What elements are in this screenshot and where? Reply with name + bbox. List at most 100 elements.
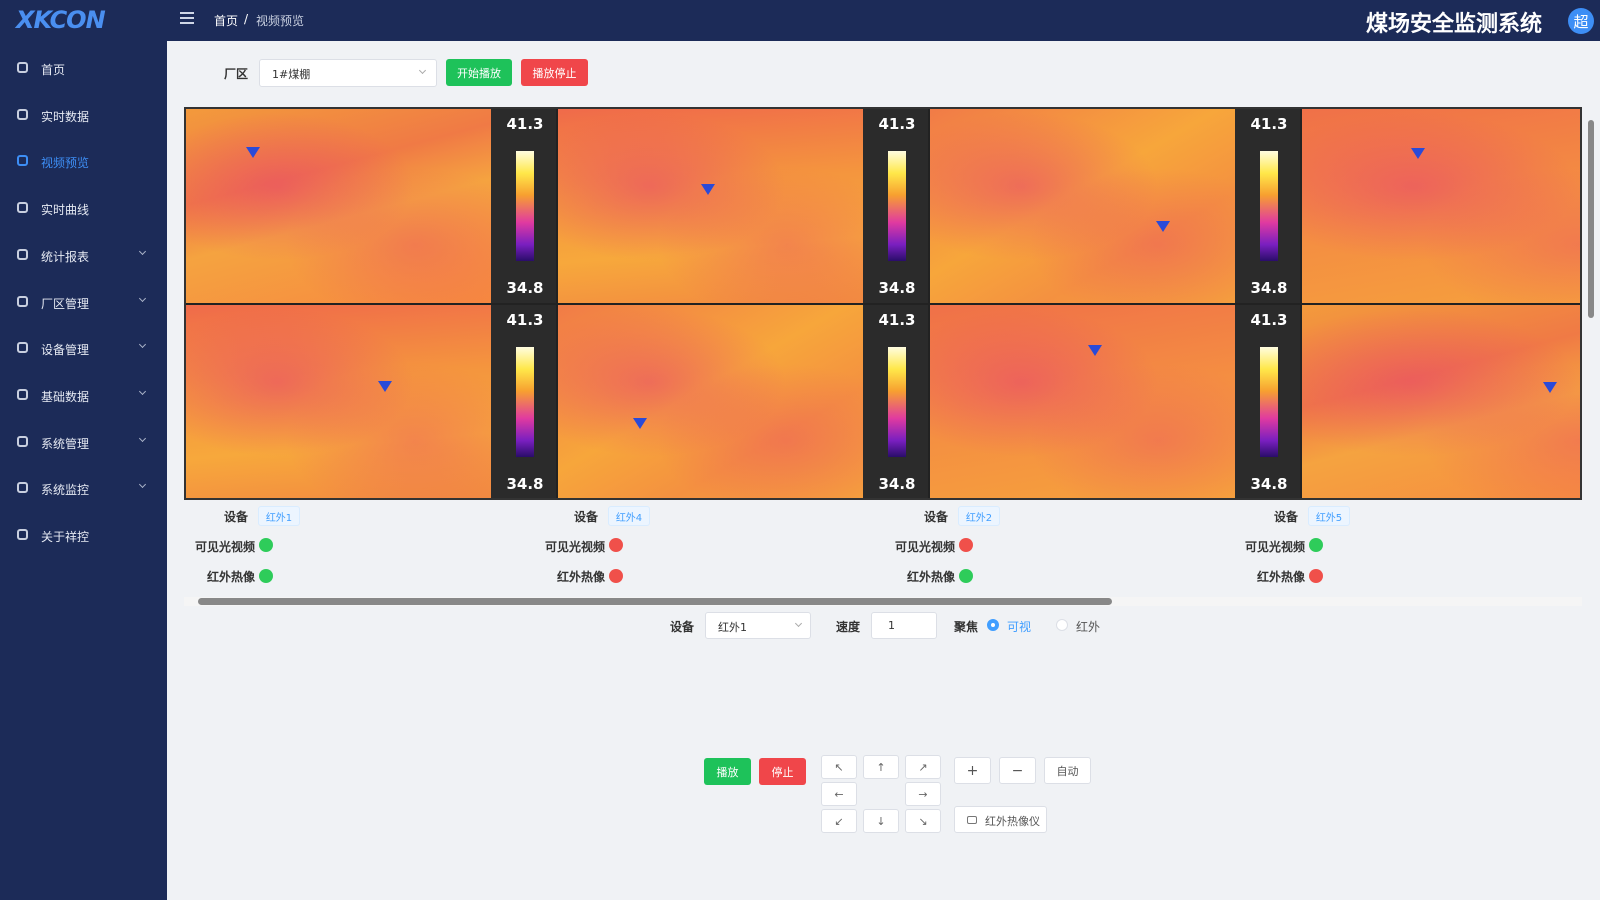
scale-max: 41.3 bbox=[878, 115, 916, 133]
menu-label: 首页 bbox=[41, 63, 66, 77]
scale-max: 41.3 bbox=[506, 311, 544, 329]
device-label: 设备 bbox=[670, 620, 695, 634]
visible-label: 可见光视频 bbox=[894, 540, 955, 554]
visible-status bbox=[609, 538, 623, 552]
radio-label[interactable]: 红外 bbox=[1076, 620, 1101, 634]
color-bar bbox=[516, 151, 534, 261]
area-select[interactable]: 1#煤棚 bbox=[259, 59, 437, 87]
marker bbox=[1411, 148, 1425, 159]
select-arrow bbox=[418, 66, 427, 75]
video-tile[interactable]: 41.3 34.8 bbox=[558, 109, 928, 303]
zoom-out[interactable]: − bbox=[999, 757, 1036, 784]
ptz-button[interactable]: ↙ bbox=[821, 809, 857, 833]
radio[interactable] bbox=[1056, 619, 1068, 631]
video-tile[interactable]: 41.3 34.8 bbox=[186, 109, 556, 303]
speed-input[interactable]: 1 bbox=[871, 612, 937, 639]
focus-label: 聚焦 bbox=[954, 620, 979, 634]
menu-icon bbox=[17, 108, 28, 120]
select-value: 1#煤棚 bbox=[272, 68, 311, 81]
ptz-button[interactable]: ↓ bbox=[863, 809, 899, 833]
marker bbox=[633, 418, 647, 429]
radio[interactable] bbox=[987, 619, 999, 631]
thermal-image bbox=[558, 109, 863, 303]
marker bbox=[1156, 221, 1170, 232]
menu-label: 系统监控 bbox=[41, 483, 90, 498]
select-arrow bbox=[794, 619, 803, 628]
stop-button[interactable]: 停止 bbox=[759, 758, 806, 785]
device-label: 设备 bbox=[223, 510, 248, 524]
video-tile[interactable]: 41.3 34.8 bbox=[930, 109, 1300, 303]
device-tag: 红外5 bbox=[1308, 506, 1350, 526]
marker bbox=[1543, 382, 1557, 393]
menu-toggle-bar bbox=[180, 17, 194, 19]
menu-icon bbox=[17, 482, 28, 494]
thermal-image bbox=[186, 109, 491, 303]
visible-status bbox=[959, 538, 973, 552]
breadcrumb-item: 视频预览 bbox=[256, 14, 305, 28]
menu-label: 厂区管理 bbox=[41, 296, 90, 311]
video-tile[interactable]: 41.3 34.8 bbox=[186, 305, 556, 498]
scale-max: 41.3 bbox=[1250, 311, 1288, 329]
ptz-button[interactable]: ↗ bbox=[905, 755, 941, 779]
scale-min: 34.8 bbox=[878, 279, 916, 297]
breadcrumb-sep: / bbox=[244, 12, 249, 26]
h-scrollbar-thumb[interactable] bbox=[198, 598, 1112, 605]
video-grid: 41.3 34.8 41.3 34.8 41.3 34.8 41.3 34.8 41.3 34.8… bbox=[184, 107, 1582, 500]
radio-label[interactable]: 可视 bbox=[1007, 620, 1032, 634]
device-select[interactable]: 红外1 bbox=[705, 612, 811, 639]
menu-label: 视频预览 bbox=[41, 156, 90, 171]
camera-icon bbox=[967, 816, 977, 824]
color-bar bbox=[1260, 151, 1278, 261]
play-button[interactable]: 播放 bbox=[704, 758, 751, 785]
scale-min: 34.8 bbox=[506, 279, 544, 297]
menu-label: 系统管理 bbox=[41, 436, 90, 451]
ptz-button[interactable]: ↖ bbox=[821, 755, 857, 779]
speed-value: 1 bbox=[888, 619, 895, 632]
zoom-in[interactable]: + bbox=[954, 757, 991, 784]
thermal-image bbox=[558, 305, 863, 498]
color-bar bbox=[1260, 347, 1278, 457]
video-tile[interactable] bbox=[1302, 109, 1580, 303]
ptz-button[interactable]: ↑ bbox=[863, 755, 899, 779]
breadcrumb-item[interactable]: 首页 bbox=[214, 14, 239, 28]
ptz-button[interactable]: → bbox=[905, 782, 941, 806]
stop-button[interactable]: 播放停止 bbox=[521, 59, 588, 86]
thermal-image bbox=[930, 109, 1235, 303]
select-value: 红外1 bbox=[718, 621, 747, 634]
ir-status bbox=[259, 569, 273, 583]
video-tile[interactable] bbox=[1302, 305, 1580, 498]
system-title: 煤场安全监测系统 bbox=[1366, 12, 1543, 37]
menu-icon bbox=[17, 248, 28, 260]
device-label: 设备 bbox=[923, 510, 948, 524]
logo: XKCON bbox=[16, 6, 106, 34]
device-tag: 红外4 bbox=[608, 506, 650, 526]
scale-min: 34.8 bbox=[1250, 279, 1288, 297]
ptz-button[interactable]: ← bbox=[821, 782, 857, 806]
video-tile[interactable]: 41.3 34.8 bbox=[930, 305, 1300, 498]
thermal-image bbox=[930, 305, 1235, 498]
ptz-button[interactable]: ↘ bbox=[905, 809, 941, 833]
menu-label: 设备管理 bbox=[41, 343, 90, 358]
scale-min: 34.8 bbox=[878, 475, 916, 493]
ir-status bbox=[609, 569, 623, 583]
menu-label: 关于祥控 bbox=[41, 530, 90, 544]
avatar[interactable]: 超 bbox=[1568, 8, 1594, 34]
auto-button[interactable]: 自动 bbox=[1044, 757, 1091, 784]
menu-toggle[interactable] bbox=[180, 12, 194, 24]
video-tile[interactable]: 41.3 34.8 bbox=[558, 305, 928, 498]
marker bbox=[246, 147, 260, 158]
scale-min: 34.8 bbox=[1250, 475, 1288, 493]
menu-label: 实时曲线 bbox=[41, 203, 90, 218]
start-button[interactable]: 开始播放 bbox=[446, 59, 512, 86]
menu-icon bbox=[17, 155, 28, 167]
device-label: 设备 bbox=[1273, 510, 1298, 524]
v-scrollbar-thumb[interactable] bbox=[1588, 120, 1594, 318]
device-label: 设备 bbox=[573, 510, 598, 524]
header bbox=[167, 0, 1600, 41]
visible-label: 可见光视频 bbox=[544, 540, 605, 554]
marker bbox=[378, 381, 392, 392]
ir-camera-button[interactable]: 红外热像仪 bbox=[954, 806, 1047, 833]
color-bar bbox=[888, 347, 906, 457]
device-tag: 红外2 bbox=[958, 506, 1000, 526]
